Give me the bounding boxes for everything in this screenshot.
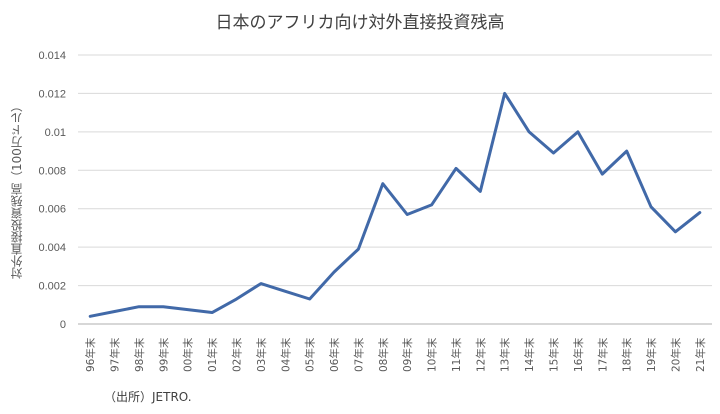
x-tick-label: 14年末 [523,337,536,372]
source-note: （出所）JETRO. [104,390,192,404]
x-tick-label: 05年末 [304,337,317,372]
gridlines [78,54,712,325]
y-tick-label: 0.008 [38,165,66,177]
y-axis-ticks: 0 0.002 0.004 0.006 0.008 0.01 0.012 0.014 [38,50,66,331]
x-tick-label: 98年末 [133,337,146,372]
x-tick-label: 19年末 [645,337,658,372]
x-tick-label: 97年末 [109,337,122,372]
x-tick-label: 01年末 [206,337,219,372]
y-tick-label: 0.014 [38,50,66,62]
y-tick-label: 0.012 [38,88,66,100]
x-tick-label: 17年末 [596,337,609,372]
x-tick-label: 12年末 [474,337,487,372]
x-tick-label: 07年末 [352,337,365,372]
x-tick-label: 99年末 [157,337,170,372]
x-tick-label: 02年末 [231,337,244,372]
x-tick-label: 21年末 [694,337,707,372]
x-tick-label: 03年末 [255,337,268,372]
x-tick-label: 04年末 [279,337,292,372]
x-tick-label: 11年末 [450,337,463,372]
x-tick-label: 10年末 [426,337,439,372]
x-axis-ticks: 96年末 97年末 98年末 99年末 00年末 01年末 02年末 03年末 04年末 05年末… [84,337,707,372]
data-line [88,91,702,318]
x-tick-label: 08年末 [377,337,390,372]
x-tick-label: 96年末 [84,337,97,372]
y-tick-label: 0.01 [45,127,66,139]
y-tick-label: 0.002 [38,281,66,293]
x-tick-label: 13年末 [499,337,512,372]
y-tick-label: 0 [60,319,66,331]
x-tick-label: 06年末 [328,337,341,372]
x-tick-label: 16年末 [572,337,585,372]
x-tick-label: 09年末 [401,337,414,372]
x-tick-label: 00年末 [182,337,195,372]
y-tick-label: 0.004 [38,242,66,254]
y-tick-label: 0.006 [38,204,66,216]
x-tick-label: 18年末 [621,337,634,372]
x-tick-label: 20年末 [669,337,682,372]
chart-title: 日本のアフリカ向け対外直接投資残高 [215,13,505,33]
x-tick-label: 15年末 [548,337,561,372]
